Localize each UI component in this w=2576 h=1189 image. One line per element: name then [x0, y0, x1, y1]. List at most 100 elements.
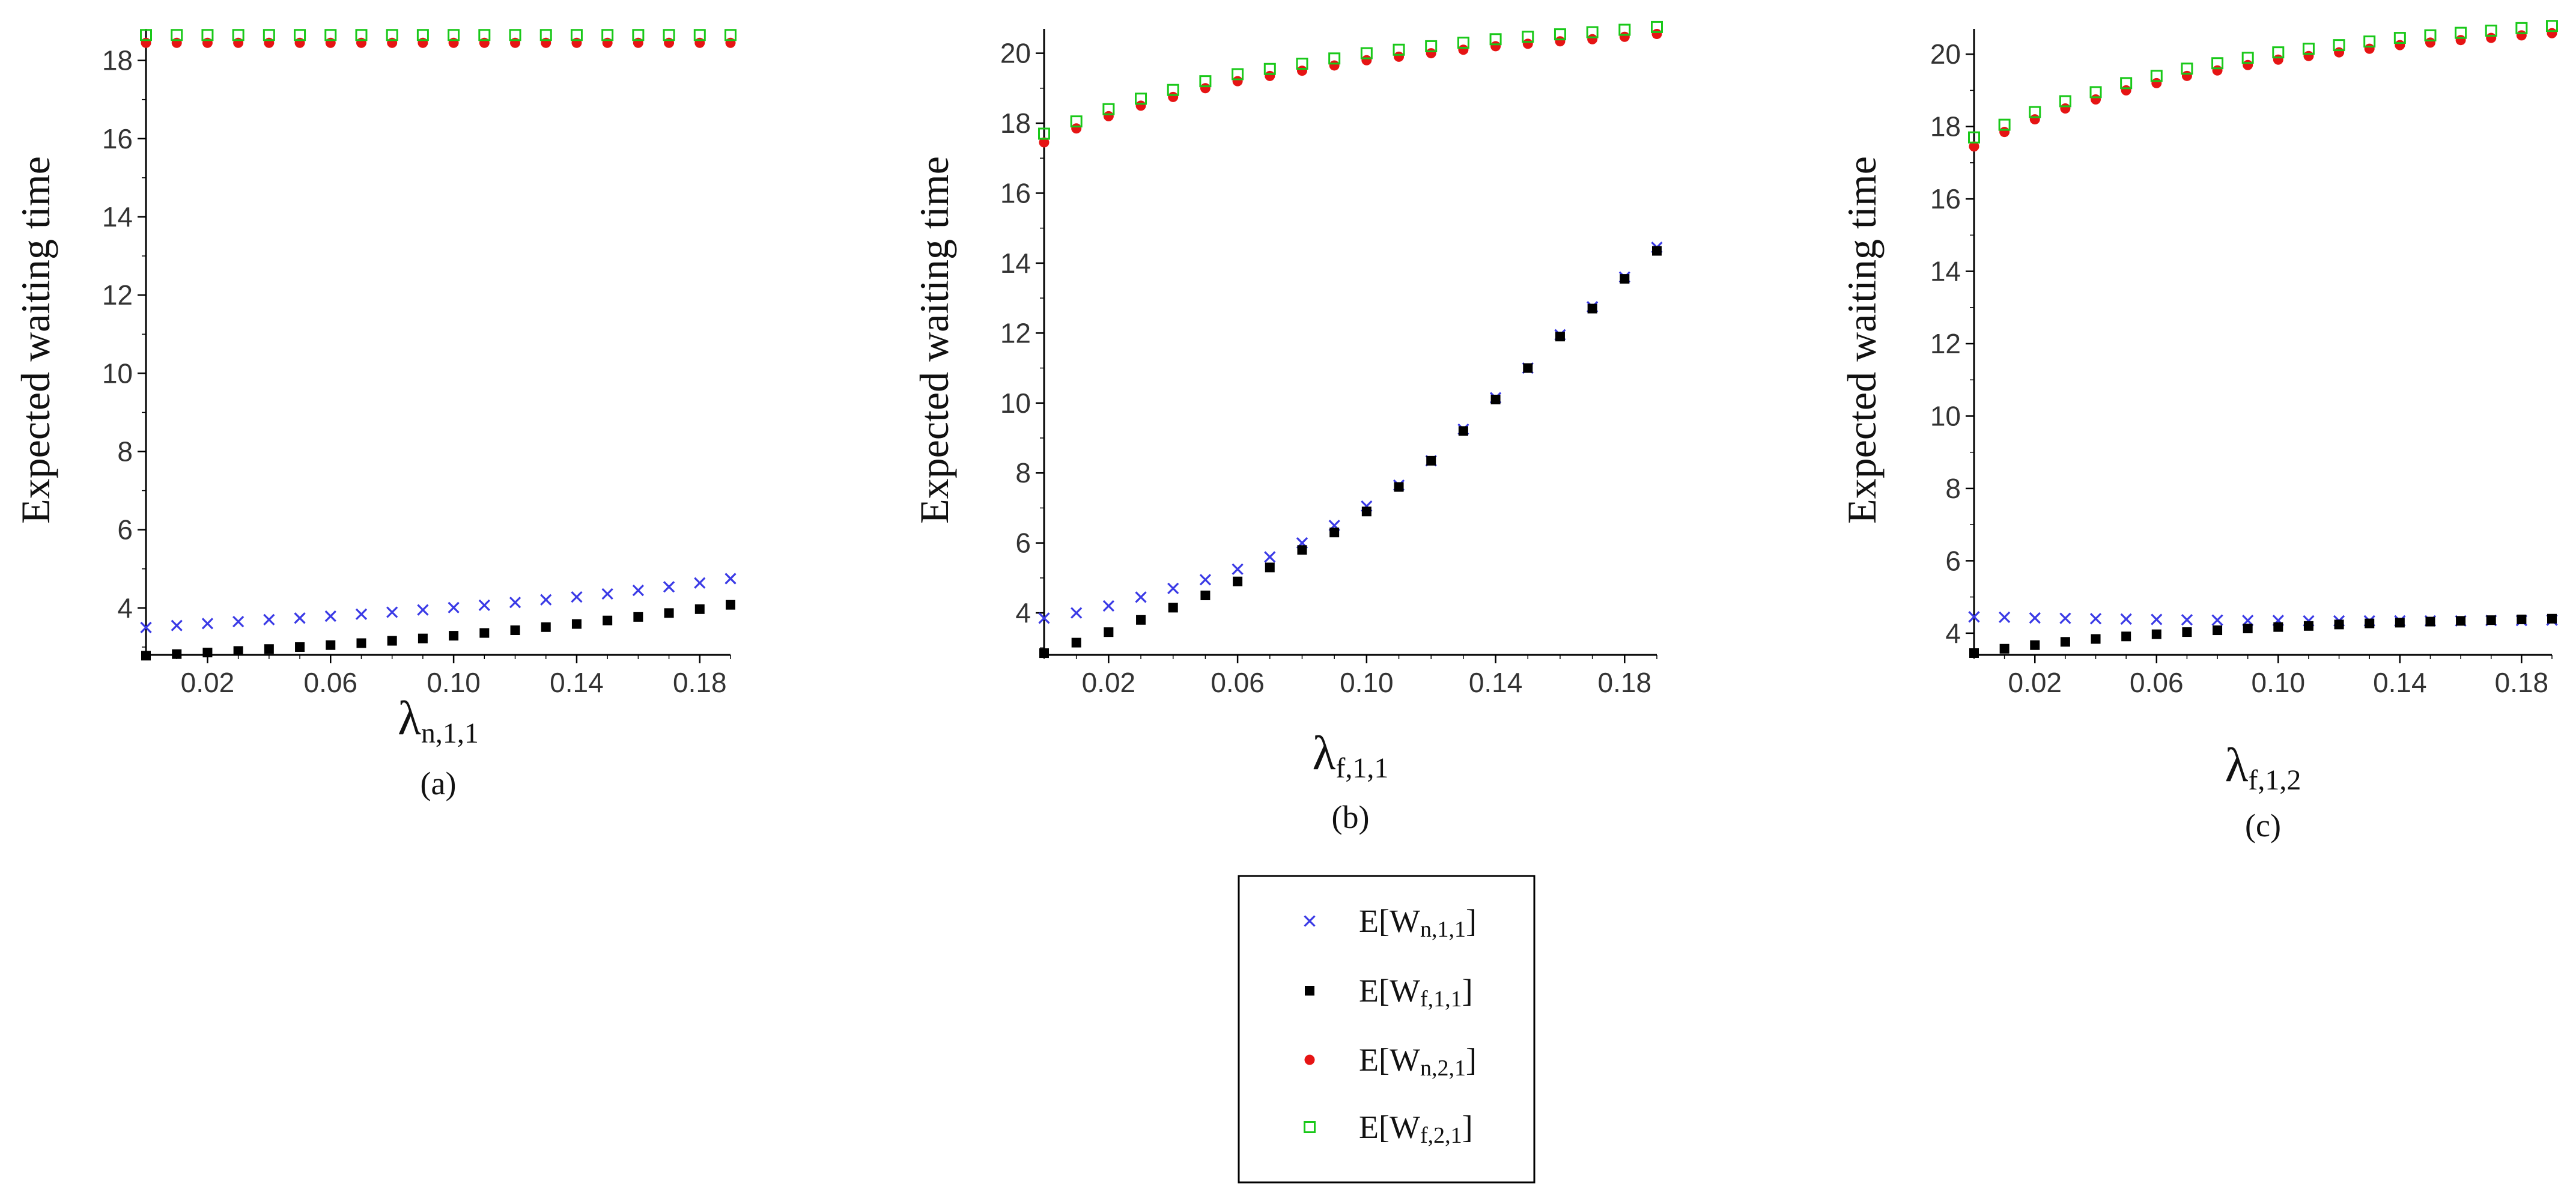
- data-point: [1555, 332, 1565, 342]
- data-point: [1071, 607, 1083, 619]
- y-tick-label: 20: [1000, 38, 1031, 69]
- data-point: [1586, 26, 1599, 38]
- data-point: [2395, 618, 2405, 628]
- x-tick-label: 0.10: [2252, 667, 2306, 698]
- data-point: [663, 581, 675, 593]
- x-axis-label: λf,1,1: [1313, 727, 1389, 784]
- series-square: [1039, 246, 1662, 658]
- data-point: [1999, 643, 2009, 654]
- data-point: [2273, 622, 2283, 632]
- data-point: [1296, 65, 1307, 76]
- data-point: [1297, 545, 1307, 555]
- data-point: [1102, 600, 1115, 612]
- data-point: [2213, 625, 2223, 636]
- data-point: [1264, 551, 1276, 563]
- data-point: [1554, 28, 1566, 41]
- data-point: [2121, 85, 2131, 96]
- data-point: [448, 601, 460, 613]
- data-point: [2151, 78, 2162, 88]
- data-point: [601, 588, 613, 600]
- data-point: [1968, 131, 1980, 144]
- data-point: [541, 622, 551, 632]
- data-point: [570, 29, 583, 41]
- data-point: [1651, 29, 1662, 40]
- data-point: [324, 29, 337, 41]
- legend-entry: E[Wn,1,1]: [1304, 903, 1477, 942]
- data-point: [2334, 619, 2344, 630]
- data-point: [2273, 54, 2283, 65]
- y-tick-label: 10: [1930, 400, 1961, 431]
- data-point: [417, 604, 429, 616]
- y-tick-label: 4: [1015, 597, 1031, 628]
- data-point: [1071, 637, 1081, 648]
- series-circle: [141, 37, 736, 48]
- data-point: [2211, 614, 2223, 626]
- y-tick-label: 10: [1000, 388, 1031, 419]
- data-point: [232, 616, 245, 628]
- legend-entry: E[Wf,2,1]: [1304, 1109, 1473, 1148]
- y-tick-label: 14: [102, 201, 133, 233]
- data-point: [2517, 614, 2527, 624]
- data-point: [356, 638, 366, 648]
- data-point: [355, 29, 368, 41]
- data-point: [1232, 563, 1244, 575]
- data-point: [1136, 615, 1146, 625]
- y-tick-label: 6: [1945, 545, 1961, 576]
- y-tick-label: 4: [1945, 618, 1961, 649]
- data-point: [2059, 612, 2071, 624]
- data-point: [1587, 34, 1598, 44]
- legend-label: E[Wf,1,1]: [1359, 973, 1473, 1012]
- data-point: [693, 29, 706, 41]
- y-tick-label: 18: [102, 45, 133, 76]
- data-point: [1070, 115, 1083, 128]
- series-open-square: [1968, 20, 2558, 144]
- data-point: [1199, 574, 1212, 586]
- data-point: [263, 29, 275, 41]
- data-point: [449, 631, 459, 641]
- data-point: [726, 600, 735, 610]
- data-point: [1523, 363, 1533, 373]
- data-point: [1038, 127, 1050, 140]
- data-point: [2060, 103, 2071, 114]
- data-point: [2333, 39, 2345, 52]
- data-point: [1998, 118, 2011, 131]
- legend-marker-cross: [1304, 915, 1316, 927]
- data-point: [1167, 582, 1179, 595]
- data-point: [1328, 52, 1341, 65]
- data-point: [2089, 613, 2102, 625]
- y-axis-label: Expected waiting time: [911, 156, 957, 524]
- chart-panel-c: 0.02 0.06 0.10 0.14 0.18 4 6 8 10 12 14 16 18 20 Expec…: [1839, 20, 2558, 844]
- data-point: [2393, 32, 2406, 44]
- data-point: [2425, 37, 2435, 48]
- panel-caption: (c): [2245, 807, 2281, 844]
- y-axis-label: Expected waiting time: [1839, 156, 1885, 524]
- series-square: [1969, 613, 2557, 658]
- data-point: [2455, 35, 2466, 46]
- data-point: [141, 651, 151, 661]
- x-tick-label: 0.02: [181, 667, 235, 698]
- data-point: [2181, 613, 2193, 626]
- data-point: [2030, 640, 2040, 650]
- data-point: [448, 29, 460, 41]
- series-circle: [1039, 29, 1662, 148]
- data-point: [1651, 20, 1663, 33]
- data-point: [509, 597, 521, 609]
- panel-caption: (a): [421, 765, 457, 801]
- data-point: [1458, 44, 1469, 55]
- data-point: [2364, 43, 2375, 54]
- x-tick-label: 0.14: [550, 667, 604, 698]
- y-axis-label: Expected waiting time: [13, 156, 58, 524]
- legend-label: E[Wn,1,1]: [1359, 903, 1477, 942]
- series-cross: [1968, 611, 2558, 627]
- chart-panel-a: 0.02 0.06 0.10 0.14 0.18 4 6 8 10 12 14 16 18 Expecte…: [13, 29, 737, 801]
- data-point: [140, 621, 152, 634]
- data-point: [1457, 37, 1469, 49]
- data-point: [1232, 68, 1244, 81]
- data-point: [1426, 455, 1436, 466]
- data-point: [1587, 303, 1597, 314]
- x-tick-label: 0.18: [1598, 667, 1652, 698]
- x-tick-label: 0.14: [1469, 667, 1523, 698]
- data-point: [2120, 77, 2133, 90]
- data-point: [1360, 47, 1373, 59]
- data-point: [479, 628, 490, 638]
